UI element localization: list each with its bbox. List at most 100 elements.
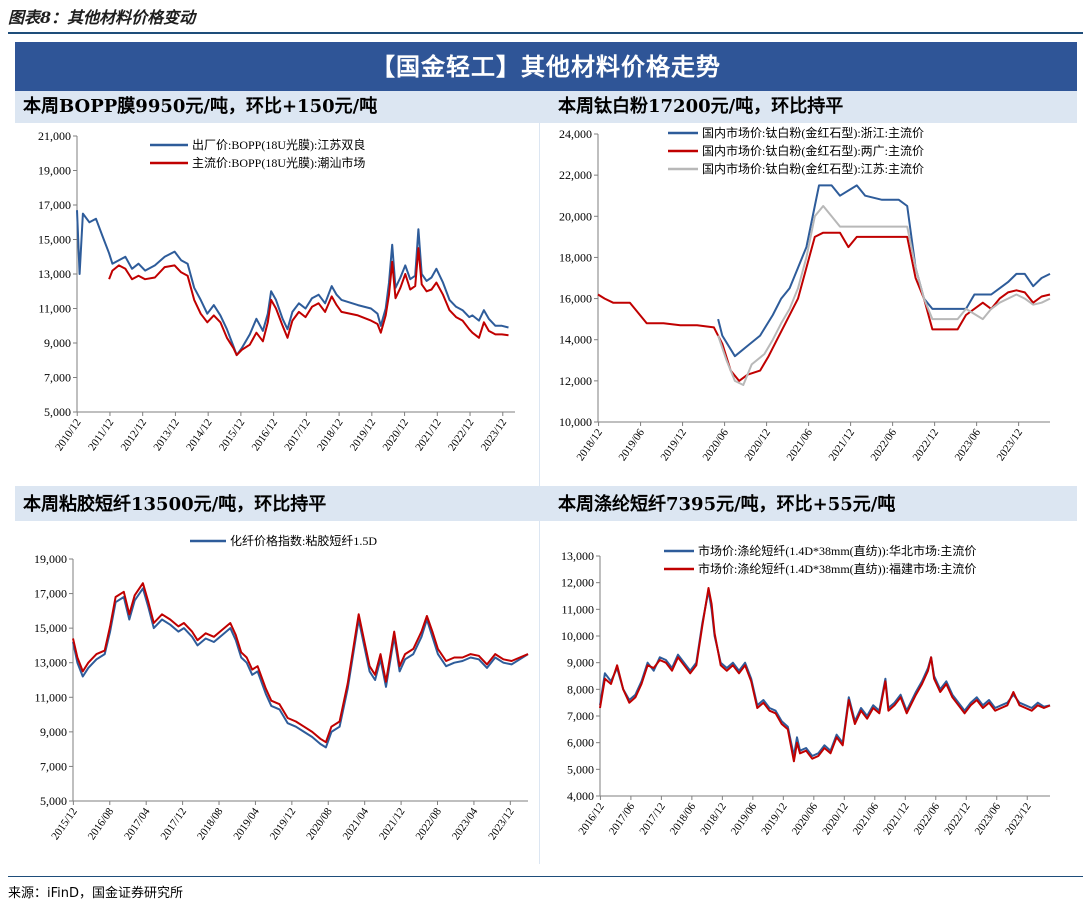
- x-tick-label: 2010/12: [53, 417, 84, 453]
- chart-panel-polyester: 4,000 5,000 6,000 7,000 8,000 9,000 10,000 11,0…: [540, 521, 1077, 864]
- x-tick-label: 2023/12: [479, 417, 510, 453]
- x-tick-label: 2020/08: [304, 805, 335, 842]
- y-tick-label: 8,000: [567, 682, 594, 696]
- y-tick-label: 18,000: [559, 250, 592, 264]
- x-tick-label: 2020/06: [701, 426, 732, 463]
- x-tick-label: 2019/12: [659, 427, 690, 463]
- y-tick-label: 19,000: [34, 552, 67, 566]
- panel-heading-polyester: 本周涤纶短纤7395元/吨，环比+55元/吨: [558, 494, 896, 515]
- x-tick-label: 2019/12: [759, 801, 790, 837]
- x-tick-label: 2023/12: [486, 806, 517, 842]
- panel-heading-viscose: 本周粘胶短纤13500元/吨，环比持平: [23, 494, 327, 515]
- x-tick-label: 2017/12: [159, 806, 190, 842]
- series-line: [76, 210, 509, 357]
- y-tick-label: 21,000: [38, 129, 71, 143]
- x-tick-label: 2015/12: [217, 417, 248, 453]
- x-tick-label: 2017/06: [607, 800, 638, 837]
- x-tick-label: 2021/12: [413, 417, 444, 453]
- chart-viscose: 5,000 7,000 9,000 11,000 13,000 15,000 17,000 1…: [34, 533, 529, 842]
- x-tick-label: 2020/12: [820, 801, 851, 837]
- y-tick-label: 16,000: [559, 292, 592, 306]
- x-tick-label: 2020/12: [381, 417, 412, 453]
- chart-bopp: 5,000 7,000 9,000 11,000 13,000 15,000 17,000 1…: [38, 129, 515, 453]
- x-tick-label: 2022/06: [869, 426, 900, 463]
- x-tick-label: 2014/12: [184, 417, 215, 453]
- series-line: [108, 247, 509, 357]
- x-tick-label: 2018/06: [668, 800, 699, 837]
- panel-heading-bopp: 本周BOPP膜9950元/吨，环比+150元/吨: [23, 96, 378, 117]
- x-tick-label: 2016/12: [250, 417, 281, 453]
- x-tick-label: 2022/08: [413, 805, 444, 842]
- y-tick-label: 22,000: [559, 168, 592, 182]
- y-tick-label: 7,000: [40, 759, 67, 773]
- series-line: [597, 231, 1051, 382]
- y-tick-label: 12,000: [559, 374, 592, 388]
- x-tick-label: 2020/06: [790, 800, 821, 837]
- x-tick-label: 2012/12: [119, 417, 150, 453]
- bottom-rule: [8, 876, 1083, 877]
- y-tick-label: 6,000: [567, 736, 594, 750]
- x-tick-label: 2020/12: [743, 427, 774, 463]
- y-tick-label: 7,000: [44, 371, 71, 385]
- figure-title: 图表8：其他材料价格变动: [8, 8, 196, 27]
- x-tick-label: 2019/06: [729, 800, 760, 837]
- y-tick-label: 11,000: [38, 302, 71, 316]
- x-tick-label: 2021/12: [827, 427, 858, 463]
- y-tick-label: 9,000: [567, 656, 594, 670]
- x-tick-label: 2019/04: [231, 805, 262, 842]
- y-tick-label: 17,000: [34, 587, 67, 601]
- chart-polyester: 4,000 5,000 6,000 7,000 8,000 9,000 10,000 11,0…: [561, 543, 1051, 837]
- y-tick-label: 10,000: [561, 629, 594, 643]
- y-tick-label: 12,000: [561, 576, 594, 590]
- x-tick-label: 2021/06: [851, 800, 882, 837]
- series-line: [717, 184, 1051, 358]
- series-line: [717, 205, 1051, 386]
- x-tick-label: 2019/12: [348, 417, 379, 453]
- y-tick-label: 13,000: [34, 656, 67, 670]
- x-tick-label: 2022/12: [942, 801, 973, 837]
- x-tick-label: 2022/12: [446, 417, 477, 453]
- x-tick-label: 2023/06: [973, 800, 1004, 837]
- chart-titanium: 10,000 12,000 14,000 16,000 18,000 20,000 22,0…: [559, 125, 1051, 463]
- x-tick-label: 2017/12: [282, 417, 313, 453]
- y-tick-label: 5,000: [40, 794, 67, 808]
- legend-label: 主流价:BOPP(18U光膜):潮汕市场: [192, 155, 365, 170]
- x-tick-label: 2013/12: [151, 417, 182, 453]
- series-line: [599, 589, 1051, 757]
- x-tick-label: 2017/12: [637, 801, 668, 837]
- y-tick-label: 4,000: [567, 789, 594, 803]
- y-tick-label: 11,000: [561, 602, 594, 616]
- legend-label: 国内市场价:钛白粉(金红石型):江苏:主流价: [702, 161, 924, 176]
- legend-label: 市场价:涤纶短纤(1.4D*38mm(直纺)):华北市场:主流价: [698, 543, 976, 558]
- chart-panel-titanium: 10,000 12,000 14,000 16,000 18,000 20,000 22,0…: [540, 123, 1077, 486]
- x-tick-label: 2022/06: [912, 800, 943, 837]
- chart-panel-bopp: 5,000 7,000 9,000 11,000 13,000 15,000 17,000 1…: [15, 123, 539, 486]
- panel-heading-titanium: 本周钛白粉17200元/吨，环比持平: [558, 96, 844, 117]
- series-line: [72, 582, 529, 744]
- x-tick-label: 2011/12: [86, 417, 116, 453]
- x-tick-label: 2016/12: [576, 801, 607, 837]
- y-tick-label: 13,000: [561, 549, 594, 563]
- x-tick-label: 2019/06: [617, 426, 648, 463]
- x-tick-label: 2021/12: [881, 801, 912, 837]
- y-tick-label: 19,000: [38, 164, 71, 178]
- x-tick-label: 2022/12: [911, 427, 942, 463]
- y-tick-label: 5,000: [567, 762, 594, 776]
- series-line: [72, 587, 529, 749]
- x-tick-label: 2017/04: [122, 805, 153, 842]
- series-line: [599, 587, 1051, 763]
- y-tick-label: 13,000: [38, 267, 71, 281]
- x-tick-label: 2018/12: [698, 801, 729, 837]
- chart-panel-viscose: 5,000 7,000 9,000 11,000 13,000 15,000 17,000 1…: [15, 521, 539, 864]
- x-tick-label: 2018/08: [195, 805, 226, 842]
- y-tick-label: 14,000: [559, 333, 592, 347]
- legend-label: 出厂价:BOPP(18U光膜):江苏双良: [192, 137, 365, 152]
- x-tick-label: 2016/08: [86, 805, 117, 842]
- x-tick-label: 2021/04: [341, 805, 372, 842]
- legend-label: 化纤价格指数:粘胶短纤1.5D: [230, 533, 377, 548]
- top-rule: [8, 32, 1083, 34]
- legend-label: 国内市场价:钛白粉(金红石型):浙江:主流价: [702, 125, 924, 140]
- y-tick-label: 7,000: [567, 709, 594, 723]
- x-tick-label: 2018/12: [575, 427, 606, 463]
- x-tick-label: 2023/12: [995, 427, 1026, 463]
